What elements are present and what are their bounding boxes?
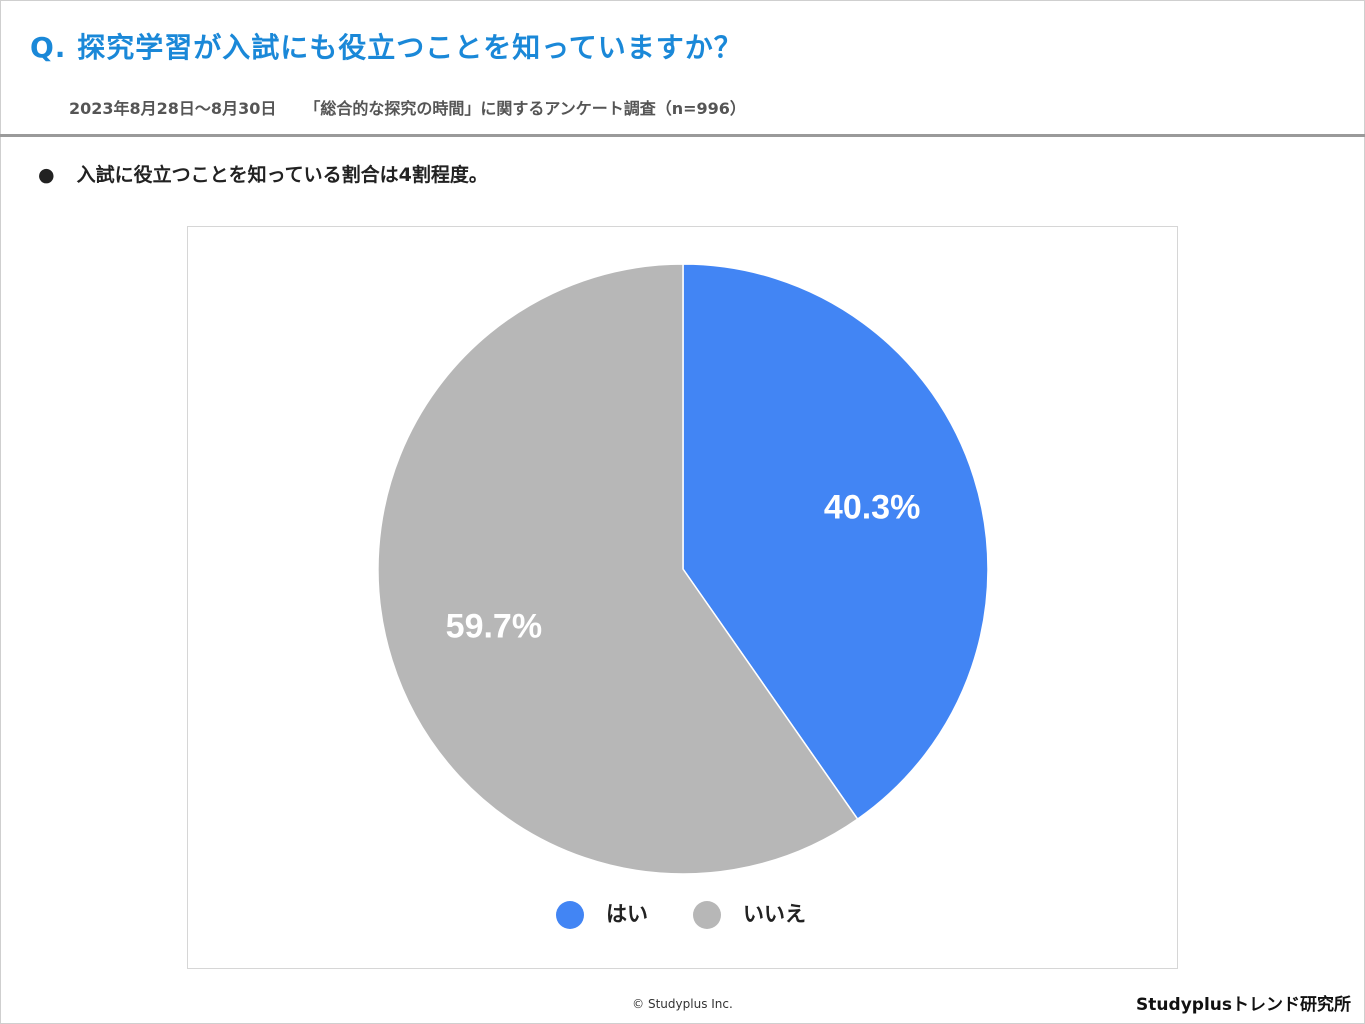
slice-label-2: 59.7% (446, 607, 542, 645)
pie-slice-1 (682, 263, 989, 821)
pie-chart: 40.3% 59.7% はい いいえ (377, 263, 989, 929)
summary-line: ● 入試に役立つことを知っている割合は4割程度。 (38, 160, 488, 187)
legend-label-2: いいえ (743, 902, 806, 926)
survey-subtitle: 2023年8月28日〜8月30日 「総合的な探究の時間」に関するアンケート調査（n… (69, 95, 746, 119)
legend-marker-1 (556, 901, 584, 929)
chart-container: 40.3% 59.7% はい いいえ (187, 226, 1178, 969)
copyright-text: © Studyplus Inc. (632, 997, 733, 1011)
brand-logo: Studyplusトレンド研究所 (1136, 995, 1351, 1015)
summary-text: 入試に役立つことを知っている割合は4割程度。 (76, 164, 488, 186)
survey-name: 「総合的な探究の時間」に関するアンケート調査（n=996） (304, 99, 746, 118)
question-title: Q. 探究学習が入試にも役立つことを知っていますか？ (30, 31, 743, 64)
legend-label-1: はい (606, 902, 648, 926)
bullet-icon: ● (38, 164, 55, 186)
survey-date: 2023年8月28日〜8月30日 (69, 99, 277, 118)
legend-marker-2 (693, 901, 721, 929)
header-divider (0, 134, 1365, 137)
pie-slice-2 (377, 263, 859, 875)
slice-label-1: 40.3% (824, 489, 920, 527)
